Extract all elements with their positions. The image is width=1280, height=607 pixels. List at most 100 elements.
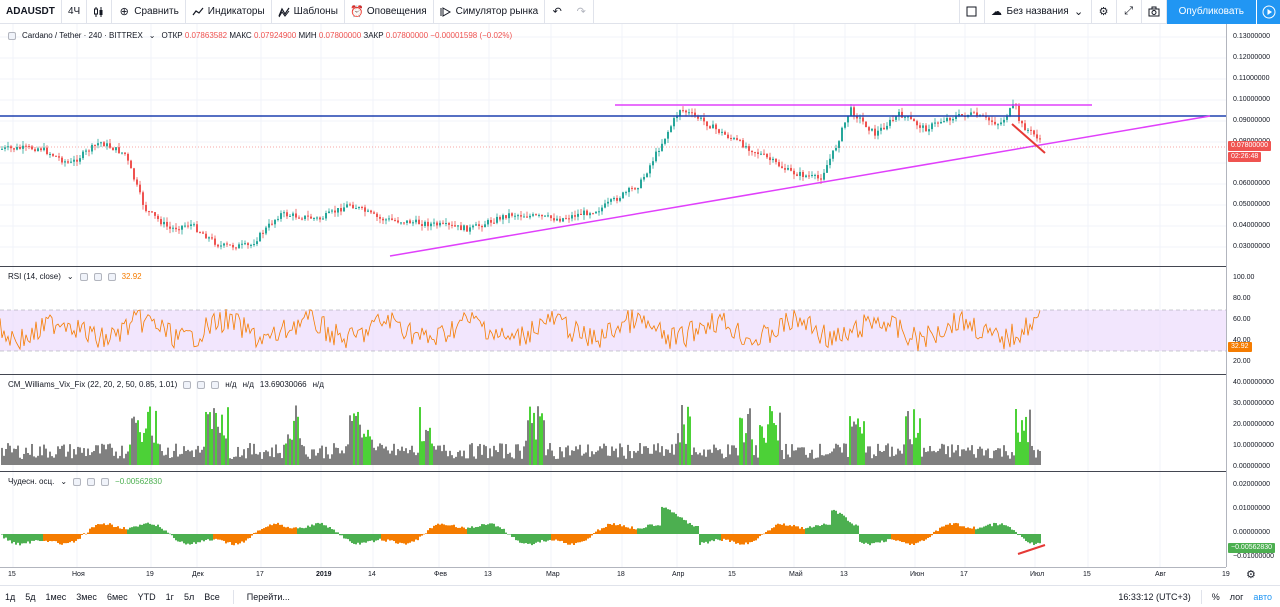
eye-icon[interactable] [79, 272, 88, 281]
candle-body [325, 213, 327, 219]
symbol-search-button[interactable]: ADAUSDT [0, 0, 62, 24]
compare-button[interactable]: ⊕ Сравнить [112, 0, 186, 24]
settings-icon[interactable] [87, 477, 96, 486]
candle-body [847, 115, 849, 123]
wvf-bar [661, 446, 663, 465]
ao-bar [971, 528, 973, 534]
rsi-title[interactable]: RSI (14, close) [8, 272, 61, 281]
ao-bar [475, 527, 477, 534]
indicators-button[interactable]: Индикаторы [186, 0, 272, 24]
clock[interactable]: 16:33:12 (UTC+3) [1118, 591, 1191, 602]
candle-body [781, 166, 783, 169]
expand-button[interactable]: ⤢ [1117, 0, 1142, 24]
pane-separator-ao[interactable] [0, 471, 1226, 472]
price-axis[interactable]: 0.13000000 0.12000000 0.11000000 0.10000000… [1226, 24, 1280, 567]
candle-body [439, 222, 441, 226]
range-button-5д[interactable]: 5д [25, 591, 36, 602]
pane-separator-rsi[interactable] [0, 266, 1226, 267]
ao-bar [941, 526, 943, 534]
candle-body [346, 204, 348, 208]
wvf-bar [715, 447, 717, 465]
wvf-bar [281, 458, 283, 465]
time-tick: 19 [146, 571, 154, 578]
range-button-5л[interactable]: 5л [183, 591, 195, 602]
chart-type-button[interactable] [87, 0, 113, 24]
range-button-6мес[interactable]: 6мес [106, 591, 128, 602]
auto-toggle[interactable]: авто [1253, 591, 1272, 602]
wvf-bar [439, 445, 441, 465]
publish-button[interactable]: Опубликовать [1166, 0, 1256, 24]
replay-button[interactable]: Симулятор рынка [434, 0, 546, 24]
series-title[interactable]: Cardano / Tether · 240 · BITTREX [22, 31, 143, 40]
range-button-1д[interactable]: 1д [5, 591, 16, 602]
wvf-bar [275, 444, 277, 465]
time-axis[interactable]: 15 Ноя 19 Дек 17 2019 14 Фев 13 Мар 18 Апр 15 Май 13 Ию… [0, 567, 1230, 581]
candle-body [805, 175, 807, 177]
chart-canvas[interactable] [0, 24, 1226, 567]
ao-bar [419, 534, 421, 537]
range-button-YTD[interactable]: YTD [137, 591, 156, 602]
range-button-1мес[interactable]: 1мес [45, 591, 67, 602]
ao-title[interactable]: Чудесн. осц. [8, 477, 55, 486]
interval-button[interactable]: 4Ч [62, 0, 88, 24]
wvf-bar [711, 452, 713, 465]
layout-menu-button[interactable]: ☁ Без названия ⌄ [985, 0, 1092, 24]
range-button-Все[interactable]: Все [204, 591, 220, 602]
candle-body [442, 222, 444, 224]
ao-bar [183, 534, 185, 544]
templates-button[interactable]: Шаблоны [272, 0, 345, 24]
percent-toggle[interactable]: % [1211, 591, 1220, 602]
ao-bar [571, 534, 573, 544]
wvf-bar [239, 456, 241, 465]
close-icon[interactable] [107, 272, 116, 281]
axis-settings-button[interactable]: ⚙ [1246, 569, 1256, 581]
goto-date-button[interactable]: Перейти... [246, 591, 290, 602]
snapshot-button[interactable] [1142, 0, 1167, 24]
range-button-1г[interactable]: 1г [165, 591, 174, 602]
candle-body [895, 116, 897, 120]
candle-body [700, 117, 702, 119]
wvf-bar [441, 451, 443, 465]
series-icon[interactable] [8, 31, 16, 40]
redo-button[interactable]: ↷ [569, 0, 595, 24]
ao-bar [505, 532, 507, 534]
wvf-bar [673, 454, 675, 465]
pane-separator-wvf[interactable] [0, 374, 1226, 375]
ao-bar [939, 527, 941, 534]
wvf-bar [513, 458, 515, 465]
wvf-bar [87, 448, 89, 465]
ao-bar [299, 527, 301, 534]
ao-bar [749, 534, 751, 543]
candle-body [757, 152, 759, 154]
undo-button[interactable]: ↶ [545, 0, 569, 24]
wvf-bar [807, 457, 809, 465]
ao-bar [159, 527, 161, 534]
candle-body [181, 225, 183, 230]
candle-body [226, 243, 228, 245]
fullscreen-toggle[interactable] [958, 0, 985, 24]
range-button-3мес[interactable]: 3мес [76, 591, 97, 602]
wvf-bar [745, 433, 747, 465]
chevron-down-icon[interactable]: ⌄ [60, 477, 68, 486]
wvf-bar [43, 444, 45, 465]
price-tick: 0.11000000 [1233, 75, 1270, 82]
alerts-button[interactable]: ⏰ Оповещения [345, 0, 434, 24]
close-icon[interactable] [211, 380, 220, 389]
wvf-title[interactable]: CM_Williams_Vix_Fix (22, 20, 2, 50, 0.85… [8, 380, 178, 389]
ao-bar [345, 534, 347, 539]
log-toggle[interactable]: лог [1229, 591, 1244, 602]
settings-icon[interactable] [93, 272, 102, 281]
settings-icon[interactable] [197, 380, 206, 389]
wvf-bar [615, 448, 617, 465]
eye-icon[interactable] [183, 380, 192, 389]
wvf-bar [835, 443, 837, 465]
wvf-bar [279, 452, 281, 465]
play-button[interactable] [1256, 0, 1280, 24]
close-icon[interactable] [101, 477, 110, 486]
chevron-down-icon[interactable]: ⌄ [148, 31, 156, 40]
candle-body [391, 218, 393, 220]
eye-icon[interactable] [73, 477, 82, 486]
wvf-bar [235, 456, 237, 465]
chevron-down-icon[interactable]: ⌄ [66, 272, 74, 281]
settings-button[interactable]: ⚙ [1092, 0, 1117, 24]
